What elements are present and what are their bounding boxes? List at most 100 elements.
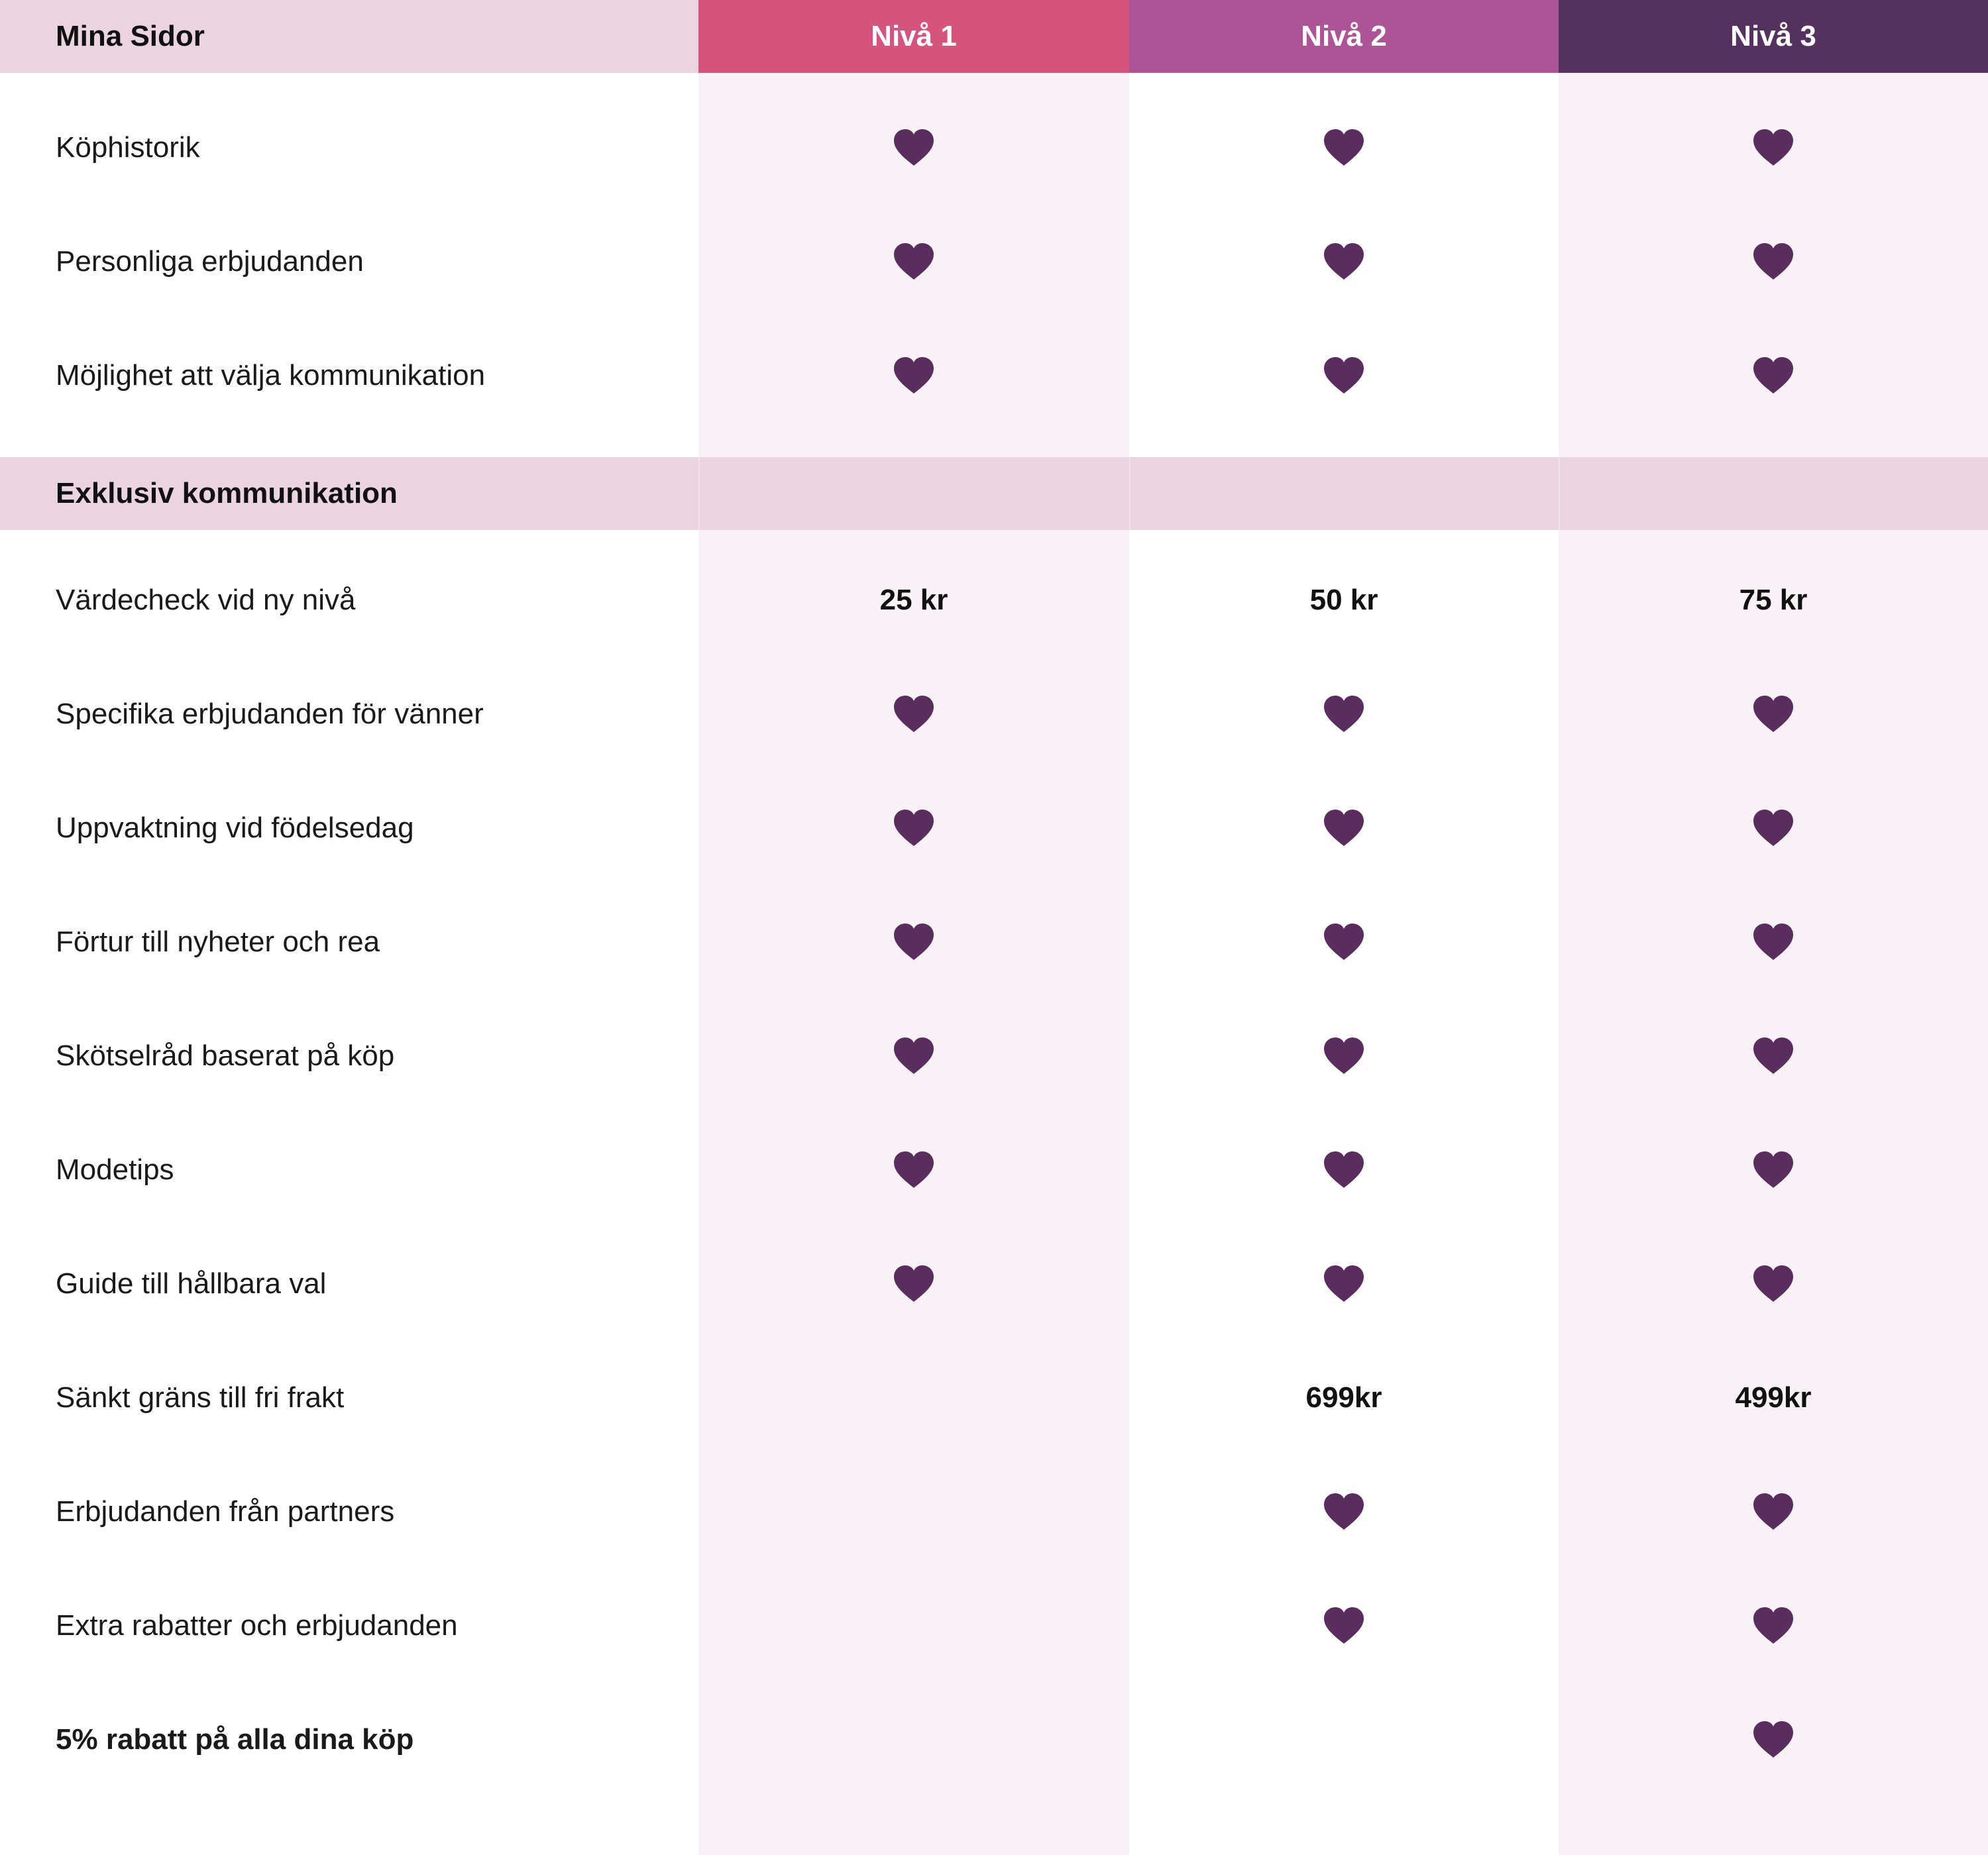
row-label: Skötselråd baserat på köp — [56, 1039, 395, 1072]
heart-icon — [1753, 357, 1793, 394]
row-label: Uppvaktning vid födelsedag — [56, 812, 414, 844]
mina-sidor-heading: Mina Sidor — [0, 0, 698, 73]
heart-icon — [1753, 1721, 1793, 1758]
tier-2-cell — [1129, 1596, 1559, 1656]
tier-3-column-background — [1559, 0, 1988, 1855]
tier-2-cell — [1129, 1026, 1559, 1086]
tier-1-cell — [698, 798, 1129, 858]
tier-1-cell — [698, 1482, 1129, 1542]
tier-2-cell — [1129, 798, 1559, 858]
table-row: Specifika erbjudanden för vänner — [0, 684, 1988, 744]
table-row: Köphistorik — [0, 118, 1988, 178]
heart-icon — [894, 696, 934, 732]
heart-icon — [1324, 1037, 1364, 1074]
tier-value: 499kr — [1735, 1381, 1812, 1414]
band-divider — [1129, 457, 1131, 530]
tier-2-cell: 50 kr — [1129, 570, 1559, 630]
heart-icon — [1324, 1265, 1364, 1302]
heart-icon — [1753, 924, 1793, 960]
tier-2-column-background — [1129, 0, 1559, 1855]
heart-icon — [894, 243, 934, 280]
tier-1-cell — [698, 1596, 1129, 1656]
tier-2-cell — [1129, 232, 1559, 292]
table-row: Erbjudanden från partners — [0, 1482, 1988, 1542]
table-row: Modetips — [0, 1140, 1988, 1200]
heart-icon — [1324, 1493, 1364, 1530]
table-row: Uppvaktning vid födelsedag — [0, 798, 1988, 858]
table-row: Guide till hållbara val — [0, 1254, 1988, 1314]
row-label: Extra rabatter och erbjudanden — [56, 1609, 458, 1642]
heart-icon — [1753, 1265, 1793, 1302]
tier-1-cell: 25 kr — [698, 570, 1129, 630]
table-row: Extra rabatter och erbjudanden — [0, 1596, 1988, 1656]
heart-icon — [894, 924, 934, 960]
tier-3-cell — [1559, 684, 1988, 744]
row-label: Köphistorik — [56, 131, 200, 164]
tier-3-cell — [1559, 1026, 1988, 1086]
tier-1-cell — [698, 684, 1129, 744]
tier-3-cell: 499kr — [1559, 1368, 1988, 1428]
tier-3-cell: 75 kr — [1559, 570, 1988, 630]
row-label: Personliga erbjudanden — [56, 245, 364, 278]
heart-icon — [1324, 810, 1364, 846]
tier-2-cell — [1129, 1254, 1559, 1314]
heart-icon — [1753, 1037, 1793, 1074]
row-label: Erbjudanden från partners — [56, 1495, 395, 1528]
table-row: Skötselråd baserat på köp — [0, 1026, 1988, 1086]
heart-icon — [1753, 129, 1793, 166]
tier-1-cell — [698, 1026, 1129, 1086]
tier-1-cell — [698, 1710, 1129, 1770]
tier-value: 50 kr — [1309, 584, 1378, 616]
heart-icon — [894, 1151, 934, 1188]
table-row: 5% rabatt på alla dina köp — [0, 1710, 1988, 1770]
tier-3-cell — [1559, 1140, 1988, 1200]
band-divider — [1559, 457, 1560, 530]
tier-3-cell — [1559, 912, 1988, 972]
tier-2-cell — [1129, 1710, 1559, 1770]
heart-icon — [894, 129, 934, 166]
row-label: Guide till hållbara val — [56, 1267, 327, 1300]
tier-2-cell — [1129, 912, 1559, 972]
tier-1-cell — [698, 1140, 1129, 1200]
table-row: Sänkt gräns till fri frakt 699kr 499kr — [0, 1368, 1988, 1428]
tier-2-cell — [1129, 1482, 1559, 1542]
tier-3-cell — [1559, 1596, 1988, 1656]
tier-3-cell — [1559, 232, 1988, 292]
tier-1-column-background — [698, 0, 1129, 1855]
heart-icon — [1324, 357, 1364, 394]
row-label: Förtur till nyheter och rea — [56, 926, 380, 958]
row-label: Värdecheck vid ny nivå — [56, 584, 356, 616]
heart-icon — [1324, 696, 1364, 732]
tier-1-cell — [698, 912, 1129, 972]
row-label: Sänkt gräns till fri frakt — [56, 1381, 345, 1414]
tier-1-cell — [698, 1254, 1129, 1314]
tier-3-heading: Nivå 3 — [1559, 0, 1988, 73]
row-label: 5% rabatt på alla dina köp — [56, 1723, 414, 1756]
tier-2-cell: 699kr — [1129, 1368, 1559, 1428]
header-row: Mina Sidor Nivå 1 Nivå 2 Nivå 3 — [0, 0, 1988, 73]
row-label: Möjlighet att välja kommunikation — [56, 359, 486, 392]
tier-2-cell — [1129, 118, 1559, 178]
heart-icon — [894, 810, 934, 846]
tier-3-cell — [1559, 1482, 1988, 1542]
heart-icon — [1753, 243, 1793, 280]
table-row: Värdecheck vid ny nivå 25 kr 50 kr 75 kr — [0, 570, 1988, 630]
tier-1-cell — [698, 346, 1129, 405]
tier-1-cell — [698, 1368, 1129, 1428]
tier-1-heading: Nivå 1 — [698, 0, 1129, 73]
heart-icon — [1753, 1151, 1793, 1188]
tier-2-cell — [1129, 684, 1559, 744]
tier-value: 699kr — [1305, 1381, 1382, 1414]
heart-icon — [1324, 1607, 1364, 1644]
tier-value: 75 kr — [1739, 584, 1808, 616]
tier-2-cell — [1129, 346, 1559, 405]
band-divider — [698, 457, 700, 530]
tier-3-cell — [1559, 798, 1988, 858]
tier-1-cell — [698, 118, 1129, 178]
heart-icon — [894, 1037, 934, 1074]
heart-icon — [1324, 1151, 1364, 1188]
tier-3-cell — [1559, 1710, 1988, 1770]
heart-icon — [1324, 243, 1364, 280]
heart-icon — [1753, 1607, 1793, 1644]
row-label: Specifika erbjudanden för vänner — [56, 698, 484, 730]
